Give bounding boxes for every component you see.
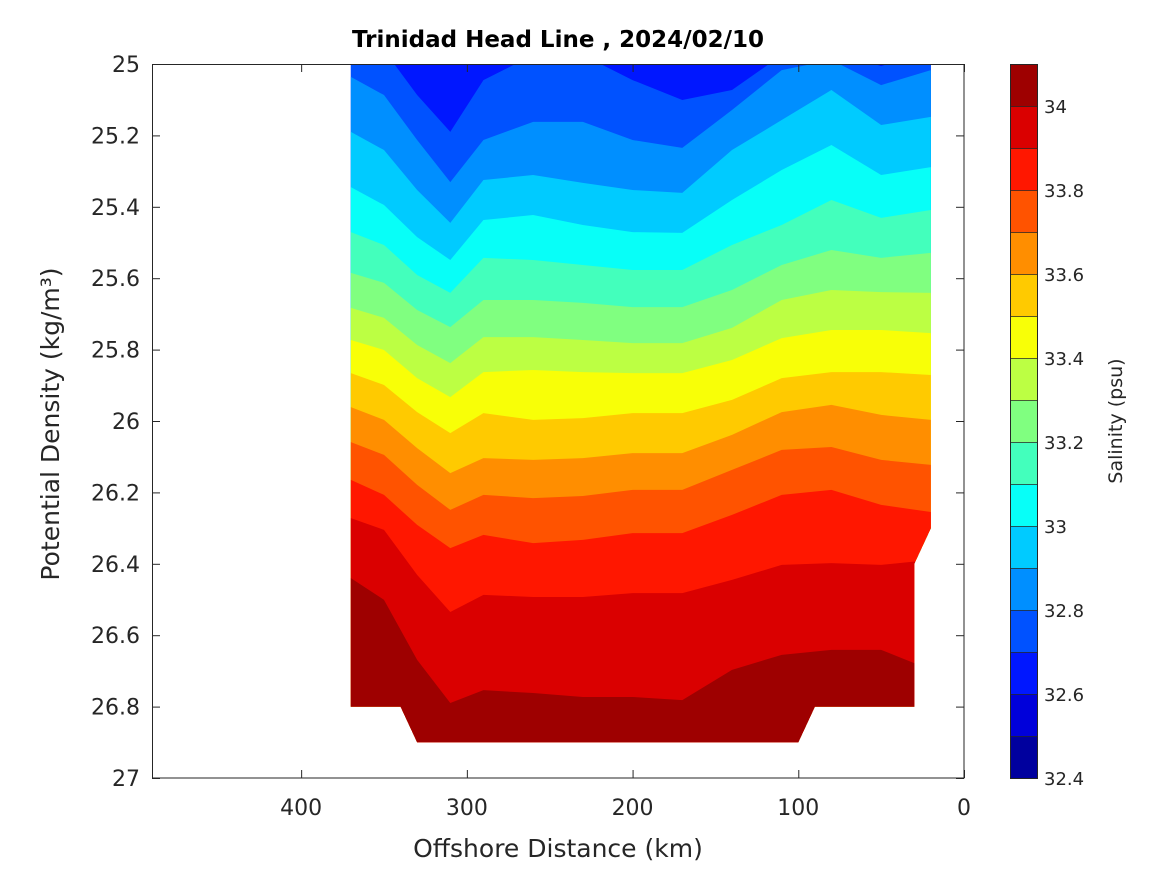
y-tick-label: 25.2	[91, 124, 140, 149]
x-axis-label: Offshore Distance (km)	[413, 834, 703, 863]
colorbar-swatch	[1010, 106, 1037, 149]
x-tick-label: 400	[280, 796, 322, 821]
colorbar-tick-label: 33	[1044, 517, 1067, 538]
x-axis: 400 300 200 100 0	[280, 64, 971, 821]
x-tick-label: 200	[612, 796, 654, 821]
colorbar-tick-label: 33.2	[1044, 433, 1084, 454]
y-tick-label: 27	[112, 767, 140, 792]
y-tick-label: 25	[112, 53, 140, 78]
colorbar-swatch	[1010, 610, 1037, 653]
colorbar-swatch	[1010, 400, 1037, 443]
contour-bands	[350, 64, 931, 743]
colorbar-swatch	[1010, 442, 1037, 485]
x-tick-label: 300	[446, 796, 488, 821]
colorbar-swatch	[1010, 274, 1037, 317]
y-tick-label: 26.2	[91, 481, 140, 506]
y-tick-label: 26.8	[91, 696, 140, 721]
colorbar-swatch	[1010, 232, 1037, 275]
contour-band-34	[350, 578, 931, 743]
contour-band-33.9	[350, 518, 931, 743]
colorbar-swatch	[1010, 64, 1037, 107]
x-tick-label: 100	[777, 796, 819, 821]
colorbar: 32.4 32.6 32.8 33 33.2 33.4 33.6 33.8 34	[1010, 64, 1084, 790]
colorbar-swatch	[1010, 316, 1037, 359]
colorbar-swatch	[1010, 526, 1037, 569]
colorbar-tick-label: 32.4	[1044, 769, 1084, 790]
colorbar-label: Salinity (psu)	[1105, 358, 1127, 483]
colorbar-tick-label: 33.6	[1044, 265, 1084, 286]
y-axis-label: Potential Density (kg/m³)	[36, 267, 65, 580]
colorbar-tick-label: 33.8	[1044, 181, 1084, 202]
y-tick-label: 25.6	[91, 267, 140, 292]
colorbar-tick-label: 32.8	[1044, 601, 1084, 622]
y-axis: 25 25.2 25.4 25.6 25.8 26 26.2 26.4 26.6 26.8 27	[91, 53, 964, 792]
colorbar-swatch	[1010, 484, 1037, 527]
colorbar-swatch	[1010, 190, 1037, 233]
y-tick-label: 26.4	[91, 553, 140, 578]
colorbar-swatch	[1010, 736, 1037, 779]
colorbar-swatch	[1010, 652, 1037, 695]
colorbar-swatch	[1010, 568, 1037, 611]
x-tick-label: 0	[957, 796, 971, 821]
chart-title: Trinidad Head Line , 2024/02/10	[352, 27, 764, 53]
colorbar-tick-label: 32.6	[1044, 685, 1084, 706]
colorbar-tick-label: 34	[1044, 97, 1067, 118]
colorbar-swatch	[1010, 148, 1037, 191]
colorbar-swatch	[1010, 358, 1037, 401]
colorbar-tick-label: 33.4	[1044, 349, 1084, 370]
colorbar-swatch	[1010, 694, 1037, 737]
y-tick-label: 26	[112, 410, 140, 435]
y-tick-label: 25.8	[91, 339, 140, 364]
y-tick-label: 25.4	[91, 196, 140, 221]
y-tick-label: 26.6	[91, 624, 140, 649]
